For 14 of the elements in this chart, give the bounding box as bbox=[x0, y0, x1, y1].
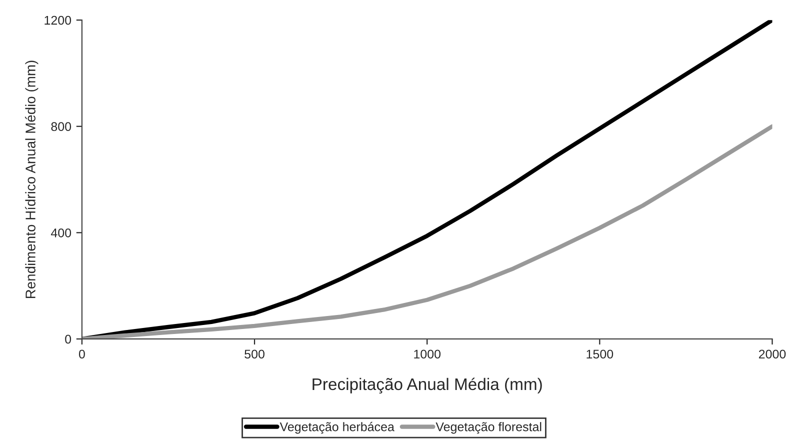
legend-label: Vegetação herbácea bbox=[280, 422, 394, 434]
y-tick-label: 800 bbox=[51, 122, 72, 132]
x-tick-label: 2000 bbox=[758, 350, 786, 359]
x-tick-label: 1000 bbox=[414, 350, 441, 359]
y-tick-label: 0 bbox=[65, 334, 72, 344]
x-tick-label: 1500 bbox=[586, 350, 614, 359]
x-tick-label: 0 bbox=[78, 350, 85, 359]
legend-label: Vegetação florestal bbox=[436, 422, 542, 434]
line-series bbox=[82, 20, 772, 339]
x-axis-title: Precipitação Anual Média (mm) bbox=[312, 378, 542, 394]
x-tick-label: 500 bbox=[244, 350, 264, 359]
y-tick-label: 400 bbox=[50, 228, 72, 238]
y-axis-title: Rendimento Hídrico Anual Médio (mm) bbox=[25, 60, 38, 298]
y-tick-label: 1200 bbox=[44, 16, 72, 25]
